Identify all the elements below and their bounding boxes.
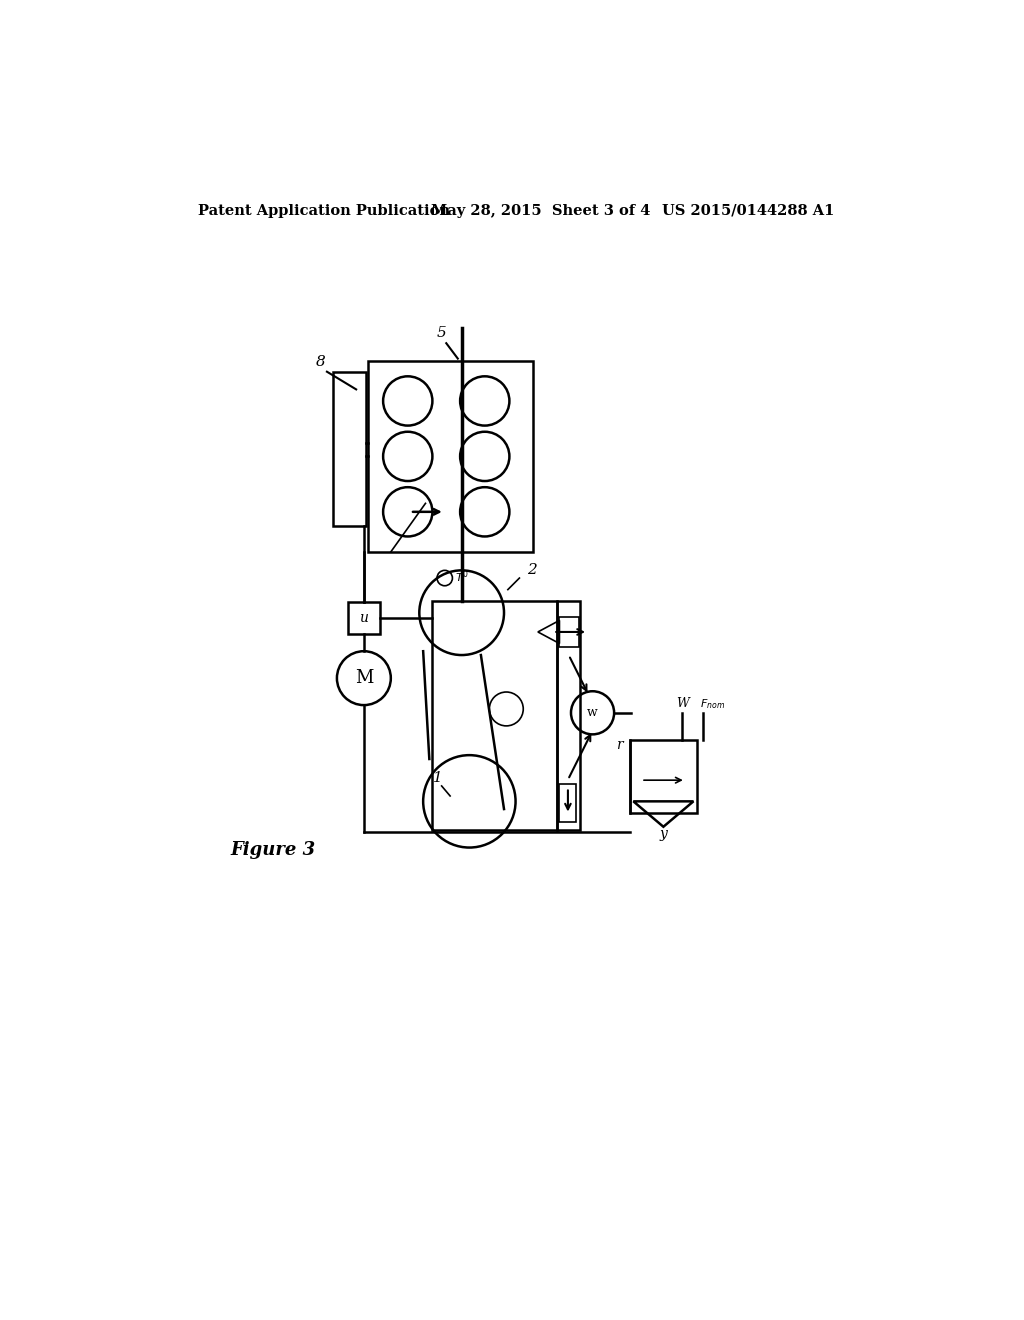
Text: US 2015/0144288 A1: US 2015/0144288 A1 <box>662 203 835 218</box>
Text: r: r <box>615 738 623 752</box>
Text: May 28, 2015  Sheet 3 of 4: May 28, 2015 Sheet 3 of 4 <box>431 203 650 218</box>
Text: W: W <box>676 697 688 710</box>
Bar <box>368 360 534 552</box>
Bar <box>559 784 577 822</box>
Bar <box>557 601 581 830</box>
Text: u: u <box>359 611 369 626</box>
Bar <box>432 601 557 830</box>
Bar <box>348 602 380 635</box>
Text: y: y <box>659 826 668 841</box>
Text: M: M <box>354 669 373 688</box>
Bar <box>630 739 697 813</box>
Text: $T^{0}$: $T^{0}$ <box>455 568 469 585</box>
Bar <box>333 372 367 527</box>
Text: w: w <box>587 706 598 719</box>
Text: Figure 3: Figure 3 <box>230 841 315 859</box>
Text: 2: 2 <box>527 564 537 577</box>
Text: 1: 1 <box>433 771 443 785</box>
Text: 5: 5 <box>437 326 446 341</box>
Bar <box>559 616 579 647</box>
Text: 8: 8 <box>315 355 325 370</box>
Text: $F_{nom}$: $F_{nom}$ <box>699 697 725 711</box>
Text: Patent Application Publication: Patent Application Publication <box>198 203 450 218</box>
